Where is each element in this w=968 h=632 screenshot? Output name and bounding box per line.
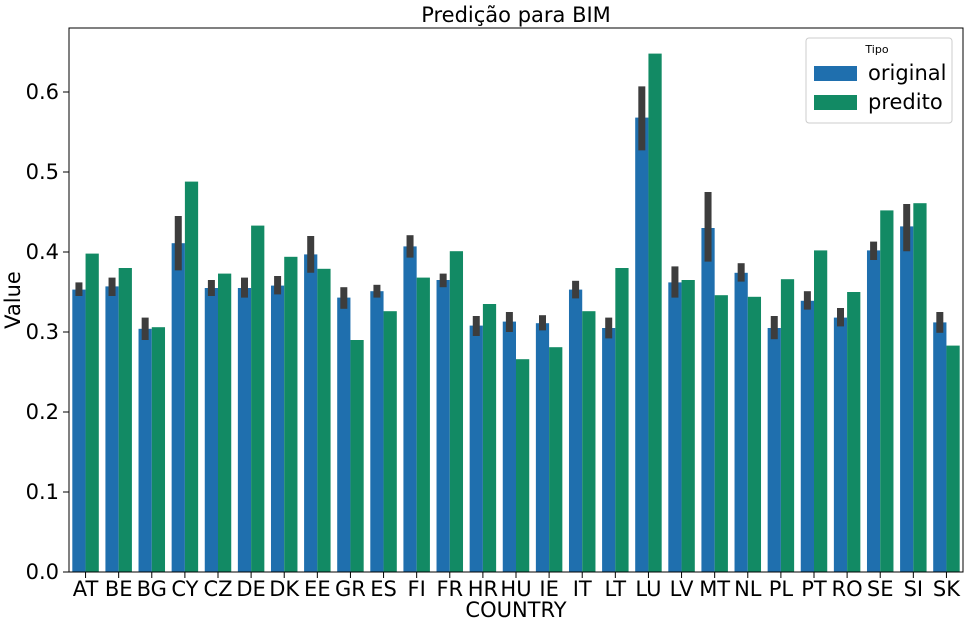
x-tick-label: HR (468, 577, 498, 601)
bar-original-se (866, 250, 881, 572)
bar-original-lu (635, 117, 649, 572)
bar-predito-bg (151, 327, 166, 572)
bar-predito-fi (416, 277, 430, 572)
x-tick-label: DK (269, 577, 300, 601)
bar-predito-es (383, 311, 397, 572)
bar-original-dk (270, 285, 285, 572)
bar-predito-gr (350, 340, 364, 572)
bar-original-hu (502, 321, 516, 572)
bar-original-cz (204, 288, 218, 572)
y-tick-label: 0.5 (26, 160, 59, 184)
bar-predito-cy (184, 181, 199, 572)
bar-original-at (72, 289, 86, 572)
bar-predito-nl (747, 296, 762, 572)
bar-predito-hr (482, 304, 497, 572)
x-tick-label: LU (635, 577, 661, 601)
x-tick-label: PL (769, 577, 794, 601)
bar-predito-lu (648, 53, 662, 573)
x-axis-label: COUNTRY (465, 598, 566, 622)
x-tick-label: SK (933, 577, 961, 601)
x-tick-label: DE (236, 577, 265, 601)
x-tick-label: RO (832, 577, 863, 601)
x-tick-label: MT (699, 577, 730, 601)
bar-original-sk (933, 322, 947, 572)
y-tick-label: 0.0 (26, 560, 59, 584)
bar-predito-pl (780, 279, 795, 572)
x-tick-label: PT (801, 577, 827, 601)
bar-original-lt (602, 328, 616, 572)
bar-original-ee (304, 254, 318, 572)
x-tick-label: GR (335, 577, 366, 601)
bar-original-ie (535, 323, 550, 572)
bar-original-gr (337, 297, 351, 572)
x-tick-label: IE (539, 577, 558, 601)
plot-area: 0.0 0.1 0.2 0.3 0.4 0.5 0.6 AT BE BG CY CZ DE DK EE GR E… (26, 27, 964, 601)
y-axis-label: Value (1, 271, 25, 329)
x-tick-label: EE (304, 577, 331, 601)
legend-swatch-original (814, 66, 857, 81)
bar-original-lv (668, 282, 682, 572)
bar-predito-lt (615, 268, 629, 572)
y-tick-label: 0.4 (26, 240, 59, 264)
bar-original-si (900, 226, 914, 572)
y-tick-label: 0.1 (26, 480, 59, 504)
bar-predito-be (118, 268, 132, 572)
bar-predito-sk (946, 345, 960, 572)
x-tick-label: IT (573, 577, 592, 601)
legend-title: Tipo (864, 43, 888, 56)
bar-predito-at (85, 253, 99, 572)
bar-original-pt (800, 300, 814, 572)
bar-original-cy (171, 243, 185, 572)
bar-predito-fr (449, 251, 464, 572)
bar-predito-it (582, 311, 596, 572)
bar-predito-se (880, 210, 894, 572)
bar-original-mt (701, 228, 715, 572)
x-tick-label: FR (436, 577, 463, 601)
x-tick-label: BE (105, 577, 133, 601)
x-tick-label: CZ (203, 577, 232, 601)
chart-title: Predição para BIM (421, 3, 611, 27)
bar-predito-mt (714, 295, 728, 572)
x-tick-label: SI (904, 577, 924, 601)
bar-predito-hu (516, 359, 530, 572)
bar-original-it (568, 289, 583, 572)
bar-original-fi (403, 246, 417, 572)
y-tick-label: 0.2 (26, 400, 59, 424)
y-tick-label: 0.3 (26, 320, 59, 344)
bar-predito-ee (317, 268, 331, 572)
x-tick-label: HU (500, 577, 531, 601)
bar-original-fr (436, 280, 450, 572)
legend-swatch-predito (814, 95, 857, 110)
bar-predito-cz (218, 273, 232, 572)
bar-original-be (105, 286, 119, 572)
bar-predito-lv (681, 280, 695, 572)
y-tick-label: 0.6 (26, 80, 59, 104)
bar-original-es (370, 291, 384, 572)
x-tick-label: ES (370, 577, 397, 601)
x-tick-label: FI (408, 577, 426, 601)
bar-original-de (237, 288, 252, 572)
bar-predito-pt (814, 250, 828, 572)
x-tick-label: AT (73, 577, 99, 601)
bar-original-bg (138, 328, 152, 572)
x-tick-label: CY (171, 577, 198, 601)
bar-original-ro (833, 317, 848, 572)
bar-predito-si (913, 203, 927, 572)
bar-original-hr (469, 325, 483, 572)
x-tick-label: LT (605, 577, 627, 601)
x-tick-label: NL (734, 577, 762, 601)
legend-label-predito: predito (868, 90, 943, 114)
bar-predito-ie (549, 347, 563, 572)
x-tick-label: LV (670, 577, 694, 601)
bar-predito-de (251, 225, 265, 572)
legend-label-original: original (868, 61, 947, 85)
x-tick-label: SE (867, 577, 894, 601)
bar-predito-ro (847, 292, 861, 572)
x-tick-label: BG (137, 577, 167, 601)
bar-predito-dk (284, 256, 298, 572)
bar-original-pl (767, 328, 781, 572)
bar-original-nl (734, 272, 748, 572)
